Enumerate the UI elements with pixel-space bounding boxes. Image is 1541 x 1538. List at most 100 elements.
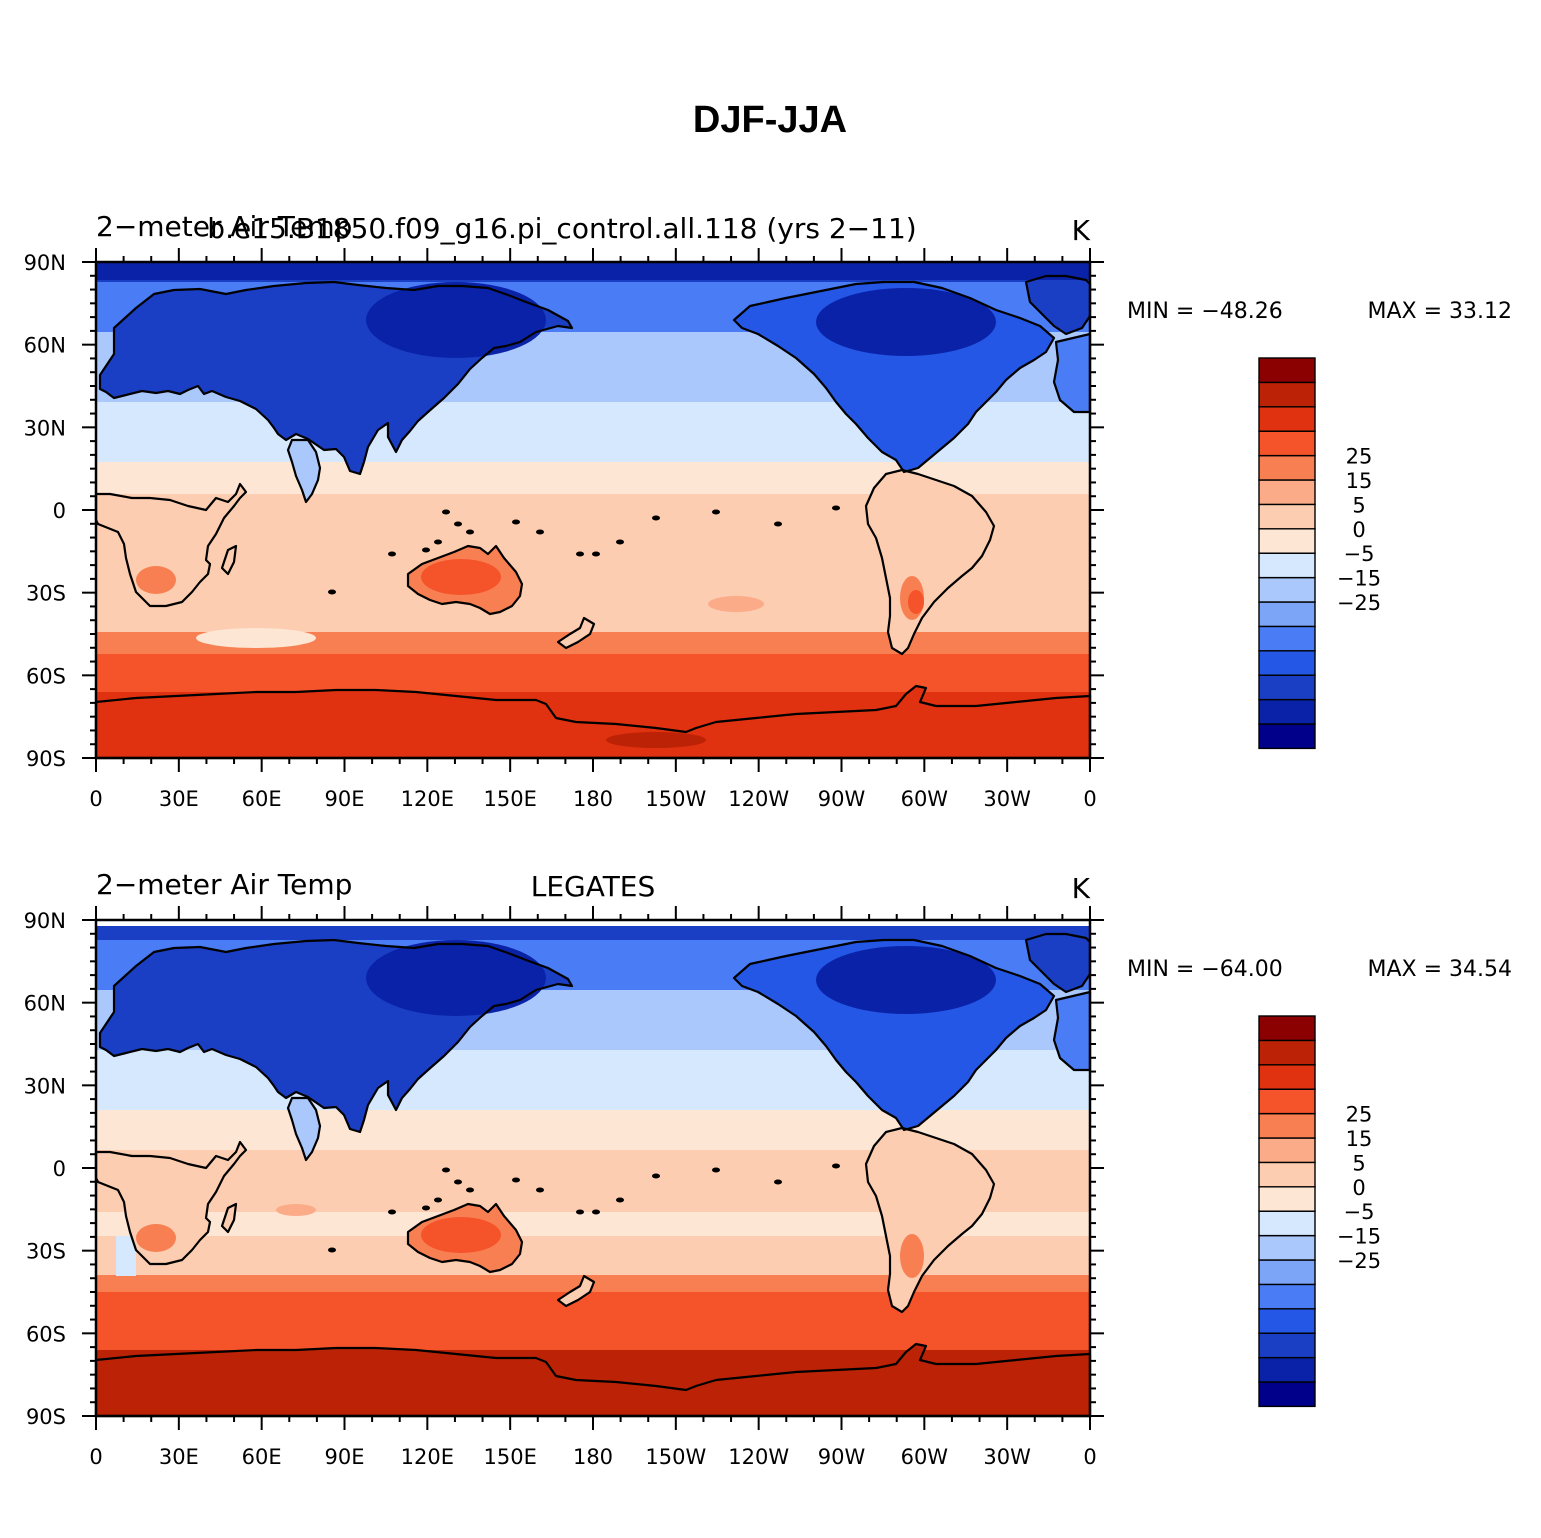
band	[96, 1292, 1090, 1350]
colorbar-label: 0	[1352, 518, 1365, 542]
island	[592, 551, 600, 557]
max-label: MAX = 34.54	[1367, 957, 1512, 982]
island	[466, 1187, 474, 1193]
colorbar-box	[1258, 698, 1316, 725]
island	[536, 1187, 544, 1193]
colorbar-label: 25	[1346, 1103, 1373, 1127]
lat-tick-label: 30N	[24, 1074, 66, 1098]
coastline	[94, 684, 1092, 760]
lon-tick-label: 120E	[401, 787, 454, 811]
island	[442, 509, 450, 515]
map-fill	[96, 920, 1090, 1416]
coastline	[220, 544, 238, 576]
lat-tick-label: 60N	[24, 334, 66, 358]
colorbar-box	[1258, 674, 1316, 701]
colorbar-box	[1258, 1332, 1316, 1359]
polar-cap	[96, 920, 1090, 926]
colorbar-box	[1258, 503, 1316, 530]
island	[454, 1179, 462, 1185]
land-fill	[96, 686, 1090, 758]
lat-tick-label: 30S	[26, 1240, 66, 1264]
lon-tick-label: 150E	[483, 787, 536, 811]
colorbar-box	[1258, 1015, 1316, 1042]
coastline	[94, 482, 248, 608]
island	[832, 505, 840, 511]
cold-core	[366, 282, 546, 358]
warm-core	[136, 566, 176, 594]
max-label: MAX = 33.12	[1367, 299, 1512, 324]
polar-cap	[96, 262, 1090, 280]
island	[592, 1209, 600, 1215]
colorbar-box	[1258, 1381, 1316, 1408]
lon-tick-label: 60W	[901, 1445, 949, 1469]
lat-tick-label: 0	[53, 1157, 66, 1181]
lat-tick-label: 90N	[24, 909, 66, 933]
land-fill	[1026, 276, 1090, 334]
island	[328, 1247, 336, 1253]
figure-title: DJF-JJA	[693, 99, 847, 141]
coastline	[1024, 274, 1092, 336]
colorbar-box	[1258, 1234, 1316, 1261]
lat-tick-label: 90S	[26, 747, 66, 771]
island	[576, 1209, 584, 1215]
colorbar-box	[1258, 1039, 1316, 1066]
lon-tick-label: 30E	[159, 1445, 199, 1469]
lon-tick-label: 0	[1083, 787, 1096, 811]
coastline	[1024, 932, 1092, 994]
land-fill	[96, 1344, 1090, 1416]
colorbar-box	[1258, 430, 1316, 457]
land-fill	[1054, 992, 1090, 1070]
lon-tick-label: 30W	[983, 1445, 1031, 1469]
colorbar-label: 5	[1352, 1151, 1365, 1175]
coastline	[864, 1126, 996, 1314]
band	[96, 632, 1090, 654]
coastline	[98, 280, 574, 476]
panel-left-title: 2−meter Air Temp	[96, 868, 352, 901]
lat-tick-label: 90N	[24, 251, 66, 275]
land-fill	[558, 1276, 594, 1306]
coastline	[406, 1202, 524, 1274]
coastline	[556, 1274, 596, 1308]
island	[774, 1179, 782, 1185]
colorbar-box	[1258, 479, 1316, 506]
colorbar-label: 25	[1346, 445, 1373, 469]
land-fill	[222, 546, 236, 574]
coastline	[732, 938, 1056, 1132]
lon-tick-label: 30W	[983, 787, 1031, 811]
island	[576, 551, 584, 557]
warm-core	[606, 1390, 706, 1406]
coastline	[98, 938, 574, 1134]
axes: 90N 60N 30N 0 30S 60S 90S 0 30E 60E 90E 120E 150E 180…	[24, 248, 1104, 811]
colorbar-label: −15	[1337, 567, 1381, 591]
map-area: 90N 60N 30N 0 30S 60S 90S 0 30E 60E 90E 120E 150E 180…	[24, 906, 1104, 1469]
panel-units: K	[1072, 214, 1091, 247]
colorbar-label: −5	[1344, 1200, 1375, 1224]
lon-tick-label: 120E	[401, 1445, 454, 1469]
lat-tick-label: 60N	[24, 992, 66, 1016]
island	[422, 1205, 430, 1211]
colorbar-box	[1258, 1137, 1316, 1164]
island	[434, 539, 442, 545]
cool-patch	[116, 1236, 136, 1276]
lon-tick-label: 0	[1083, 1445, 1096, 1469]
warm-core	[136, 1224, 176, 1252]
coastline	[406, 544, 524, 616]
island	[832, 1163, 840, 1169]
island	[712, 509, 720, 515]
warm-core	[606, 732, 706, 748]
lon-tick-label: 150W	[645, 787, 706, 811]
lon-tick-label: 180	[573, 787, 613, 811]
colorbar-label: 0	[1352, 1176, 1365, 1200]
island	[652, 1173, 660, 1179]
coastline	[94, 1342, 1092, 1418]
lon-tick-label: 90E	[325, 1445, 365, 1469]
warm-patch	[708, 596, 764, 612]
island	[466, 529, 474, 535]
colorbar-box	[1258, 1112, 1316, 1139]
lon-tick-label: 60E	[242, 787, 282, 811]
island	[442, 1167, 450, 1173]
island	[422, 547, 430, 553]
coastlines	[94, 274, 1092, 760]
map-fill	[96, 262, 1090, 758]
